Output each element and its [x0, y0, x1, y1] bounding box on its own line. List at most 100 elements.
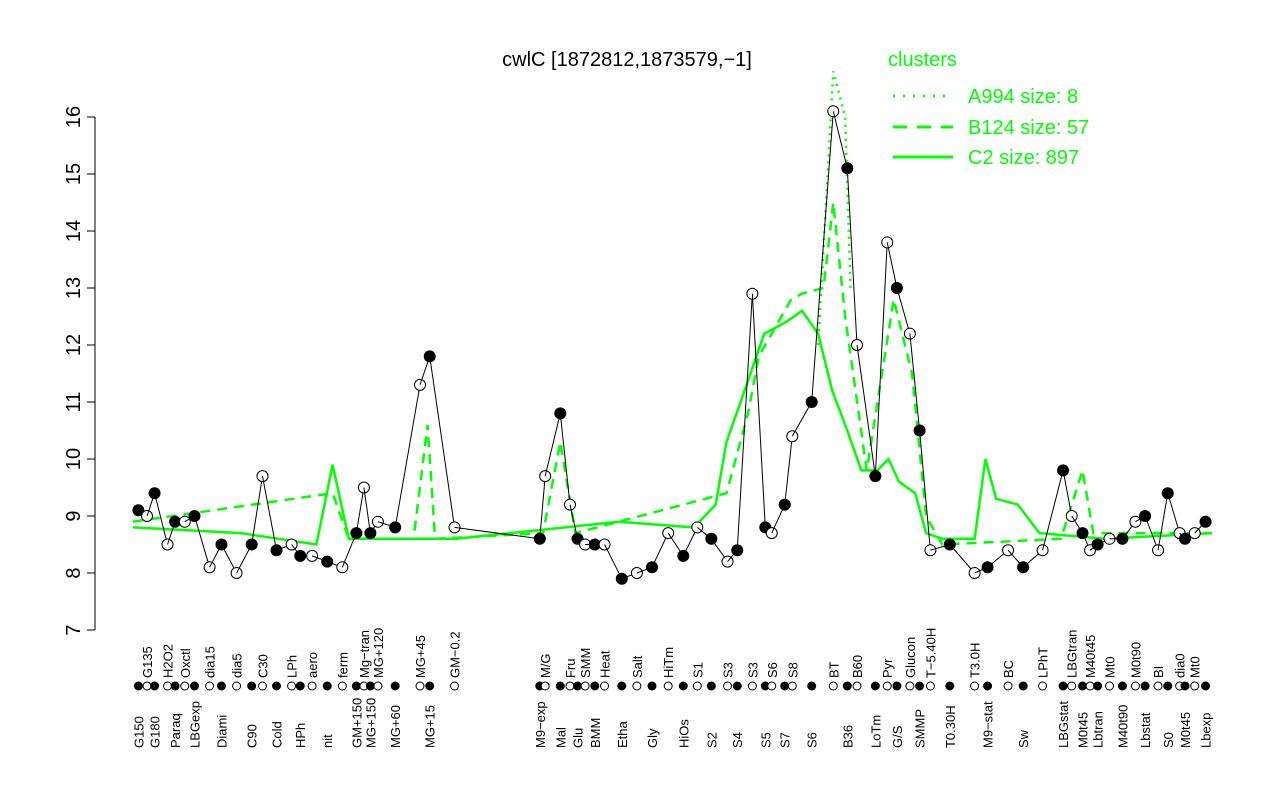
x-tick-label: dia5: [230, 653, 245, 678]
legend-label-c2: C2 size: 897: [968, 147, 1079, 169]
x-tick-label: Fru: [563, 659, 578, 679]
point-connector: [1042, 470, 1064, 551]
point-connector: [1157, 493, 1169, 551]
x-tick-label: HiTm: [661, 647, 676, 678]
x-tick-label: HPh: [293, 723, 308, 748]
x-tick-label: Lbstat: [1138, 712, 1153, 748]
x-tick-label: Mt0: [1102, 656, 1117, 678]
rug-point: [337, 681, 347, 691]
point-connector: [736, 293, 753, 551]
rug-point: [945, 681, 955, 691]
x-tick-label: Cold: [270, 721, 285, 748]
x-tick-label: T3.0H: [968, 643, 983, 678]
point-connector: [874, 242, 888, 477]
x-tick-label: S2: [704, 732, 719, 748]
rug-point: [216, 681, 226, 691]
point-connector: [394, 384, 421, 528]
point-connector: [251, 476, 263, 545]
point-connector: [363, 487, 371, 534]
point-connector: [604, 544, 623, 579]
x-tick-label: S6: [805, 732, 820, 748]
series-line-a994: [816, 71, 852, 346]
rug-point: [1163, 681, 1173, 691]
rug-point: [565, 681, 575, 691]
x-tick-label: Diami: [214, 715, 229, 748]
x-tick-label: MG+120: [371, 628, 386, 678]
rug-point: [205, 681, 215, 691]
legend-label-a994: A994 size: 8: [968, 86, 1078, 108]
point-connector: [341, 532, 357, 568]
point-connector: [651, 532, 669, 568]
rug-point: [706, 681, 716, 691]
x-tick-label: M9−exp: [533, 701, 548, 748]
rug-point: [232, 681, 242, 691]
rug-point: [555, 681, 565, 691]
point-connector: [1167, 493, 1181, 534]
x-tick-label: LPh: [285, 655, 300, 678]
rug-point: [1003, 681, 1013, 691]
x-tick-label: C30: [255, 654, 270, 678]
x-tick-label: LBGstat: [1056, 701, 1071, 748]
rug-point: [1038, 681, 1048, 691]
rug-point: [678, 681, 688, 691]
point-connector: [355, 487, 365, 534]
x-tick-label: Etha: [615, 720, 630, 748]
x-tick-label: Glucon: [903, 637, 918, 678]
point-connector: [949, 544, 975, 574]
legend-title: clusters: [888, 49, 957, 71]
x-tick-label: Gly: [645, 728, 660, 748]
x-tick-label: LoTm: [868, 715, 883, 748]
rug-point: [180, 681, 190, 691]
x-tick-label: BT: [826, 661, 841, 678]
x-tick-label: MG+45: [413, 635, 428, 678]
rug-point: [1190, 681, 1200, 691]
x-tick-label: C90: [245, 724, 260, 748]
point-connector: [896, 287, 911, 334]
rug-point: [190, 681, 200, 691]
rug-point: [580, 681, 590, 691]
x-tick-labels: G150 G135 G180 H2O2 Paraq Oxctl LBGexp dia15 Dia…: [131, 628, 1213, 748]
x-tick-label: Heat: [598, 650, 613, 678]
x-tick-label: T0.30H: [943, 705, 958, 748]
rug-point: [287, 681, 297, 691]
rug-point: [1130, 681, 1140, 691]
rug-point: [142, 681, 152, 691]
x-tick-label: Mal: [553, 727, 568, 748]
x-tick-label: Lbexp: [1199, 713, 1214, 748]
rug-point: [732, 681, 742, 691]
x-tick-label: T−5.40H: [923, 628, 938, 678]
rug-point: [1093, 681, 1103, 691]
x-tick-label: M0t90: [1128, 642, 1143, 678]
x-tick-label: M0t45: [1076, 712, 1091, 748]
x-tick-label: Lbtran: [1091, 711, 1106, 748]
rug-point: [540, 681, 550, 691]
x-tick-label: BMM: [588, 718, 603, 748]
rug-point: [150, 681, 160, 691]
rug-point: [828, 681, 838, 691]
series-line-b124: [132, 202, 1212, 546]
rug-point: [767, 681, 777, 691]
point-connector: [832, 111, 848, 169]
rug-point: [163, 681, 173, 691]
x-tick-label: BC: [1001, 660, 1016, 678]
rug-point: [1201, 681, 1211, 691]
series-line-c2: [132, 309, 1213, 546]
rug-point: [647, 681, 657, 691]
x-tick-label: G135: [140, 646, 155, 678]
rug-point: [1180, 681, 1190, 691]
x-tick-label: S7: [778, 732, 793, 748]
rug-point: [1085, 681, 1095, 691]
rug-point: [295, 681, 305, 691]
rug-point: [1153, 681, 1163, 691]
rug-point: [632, 681, 642, 691]
rug-point: [1117, 681, 1127, 691]
x-tick-label: LBGtran: [1065, 630, 1080, 678]
legend-label-b124: B124 size: 57: [968, 117, 1089, 139]
x-tick-label: S5: [758, 732, 773, 748]
x-tick-label: S6: [765, 662, 780, 678]
point-connector: [856, 344, 876, 477]
rug-point: [1067, 681, 1077, 691]
x-tick-label: LPhT: [1036, 647, 1051, 678]
point-connector: [454, 526, 540, 540]
